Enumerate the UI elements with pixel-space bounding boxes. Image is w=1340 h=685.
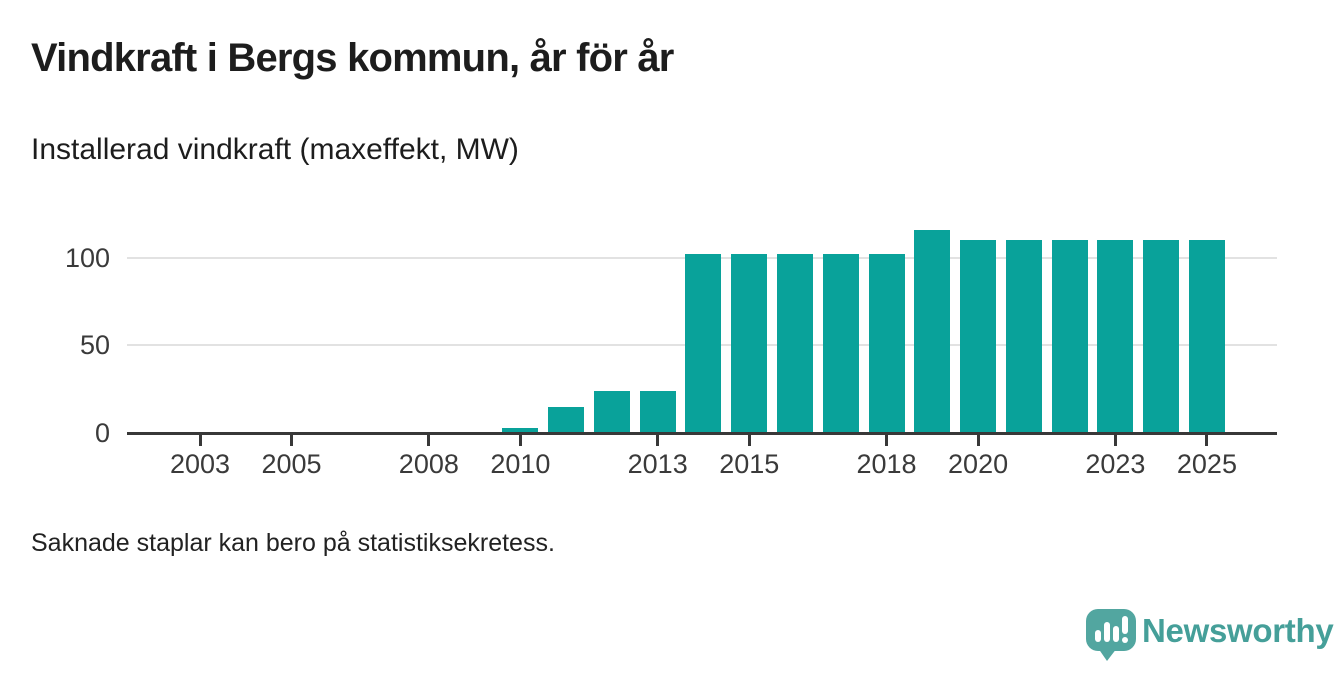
x-axis-label-2003: 2003 [169, 449, 231, 479]
bar-2018 [868, 254, 905, 433]
page-title: Vindkraft i Bergs kommun, år för år [31, 36, 674, 80]
bar-2019 [914, 229, 951, 433]
x-axis-label-2018: 2018 [856, 449, 917, 479]
y-axis-label-100: 100 [64, 242, 110, 273]
x-tick-2003 [198, 434, 202, 446]
bar-2017 [822, 254, 859, 433]
x-axis-label-2020: 2020 [948, 449, 1009, 479]
bar-2021 [1005, 240, 1042, 433]
bar-2016 [777, 254, 813, 433]
x-tick-2005 [290, 434, 294, 446]
bar-2015 [731, 254, 768, 433]
x-tick-2018 [885, 434, 889, 446]
bar-2022 [1051, 240, 1088, 433]
y-axis-label-50: 50 [79, 330, 110, 361]
bar-2013 [639, 390, 676, 433]
x-tick-2023 [1113, 434, 1117, 446]
x-axis-label-2005: 2005 [261, 449, 322, 479]
speech-bubble-tail [1098, 648, 1117, 661]
brand-name: Newsworthy [1142, 612, 1334, 649]
bar-2025 [1188, 240, 1225, 433]
x-tick-2013 [656, 434, 660, 446]
x-axis-line [127, 431, 1277, 435]
bar-2023 [1097, 240, 1134, 433]
x-axis-label-2023: 2023 [1085, 449, 1146, 479]
x-tick-2020 [976, 434, 980, 446]
x-axis-label-2008: 2008 [398, 449, 459, 479]
y-axis-label-0: 0 [94, 418, 110, 448]
x-tick-2025 [1205, 434, 1209, 446]
chart-footnote: Saknade staplar kan bero på statistiksek… [31, 529, 555, 557]
x-axis-label-2013: 2013 [627, 449, 688, 479]
chart-subtitle: Installerad vindkraft (maxeffekt, MW) [31, 133, 519, 166]
bar-2014 [685, 254, 722, 433]
bar-2011 [548, 406, 585, 433]
x-axis-label-2010: 2010 [490, 449, 551, 479]
newsworthy-logo: Newsworthy [1086, 608, 1334, 666]
x-axis-label-2025: 2025 [1176, 449, 1237, 479]
x-tick-2008 [427, 434, 431, 446]
bar-2024 [1143, 240, 1180, 433]
bar-2020 [960, 240, 997, 433]
speech-bubble-bar-chart-icon [1086, 609, 1136, 651]
x-axis-label-2015: 2015 [719, 449, 780, 479]
bar-2012 [593, 390, 630, 433]
x-tick-2010 [518, 434, 522, 446]
x-tick-2015 [747, 434, 751, 446]
bar-2010 [502, 427, 539, 433]
